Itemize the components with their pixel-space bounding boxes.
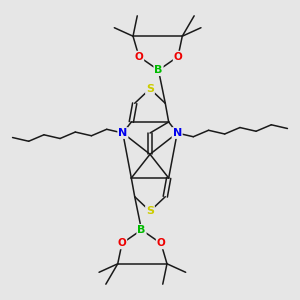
Text: O: O <box>157 238 165 248</box>
Text: S: S <box>146 206 154 216</box>
Text: O: O <box>118 238 126 248</box>
Text: O: O <box>174 52 182 61</box>
Text: B: B <box>154 65 163 75</box>
Text: N: N <box>172 128 182 138</box>
Text: N: N <box>118 128 128 138</box>
Text: B: B <box>137 225 146 235</box>
Text: O: O <box>135 52 143 61</box>
Text: S: S <box>146 84 154 94</box>
